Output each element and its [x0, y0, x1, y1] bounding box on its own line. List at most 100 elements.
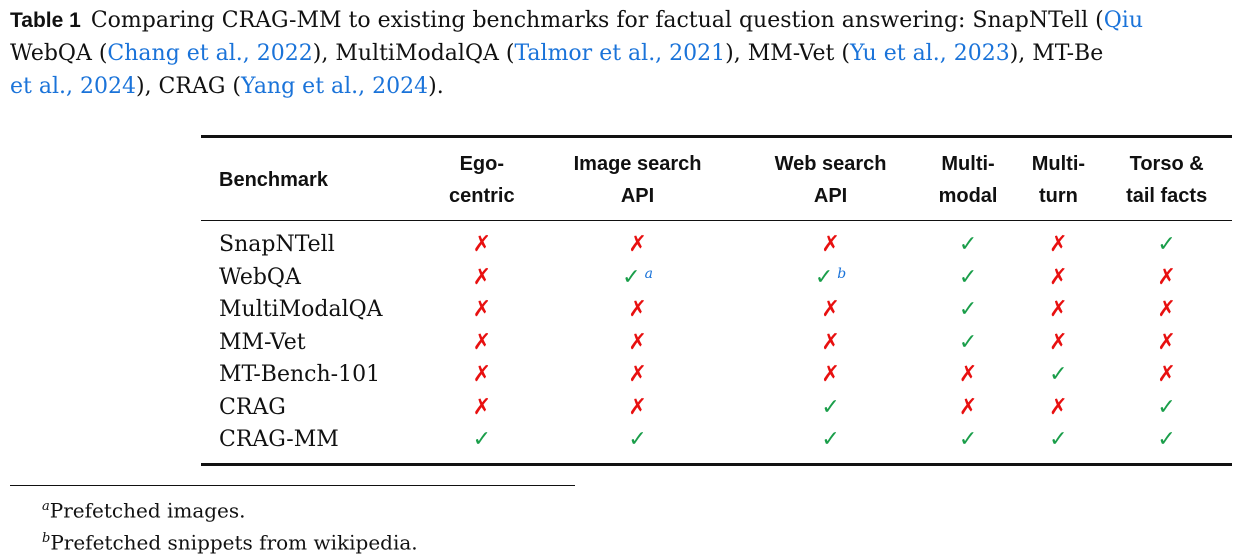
- table-body: SnapNTell ✗ ✗ ✗ ✓ ✗ ✓ WebQA ✗ ✓ a ✓ b ✓ ✗ ✗ MultiModalQA…: [201, 221, 1232, 466]
- feature-cell: ✓ b: [740, 262, 920, 295]
- citation-link[interactable]: Yang et al., 2024: [241, 74, 429, 99]
- cross-icon: ✗: [472, 232, 492, 257]
- checkmark-icon: ✓: [622, 264, 641, 290]
- caption-text: ), MM-Vet (: [725, 41, 850, 66]
- feature-cell: ✗: [1015, 262, 1101, 295]
- footnote-reference[interactable]: b: [837, 265, 847, 282]
- cross-icon: ✗: [1049, 232, 1068, 257]
- feature-cell: ✗: [1101, 359, 1232, 392]
- caption-line-3: et al., 2024), CRAG (Yang et al., 2024).: [10, 70, 1255, 103]
- feature-cell: ✗: [1101, 262, 1232, 295]
- benchmark-name: MultiModalQA: [219, 297, 383, 322]
- table-row: WebQA ✗ ✓ a ✓ b ✓ ✗ ✗: [201, 262, 1232, 295]
- cross-icon: ✗: [821, 297, 840, 322]
- feature-cell: ✓: [1015, 359, 1101, 392]
- feature-cell: ✗: [429, 262, 535, 295]
- feature-cell: ✗: [1015, 221, 1101, 262]
- feature-cell: ✓: [920, 424, 1016, 466]
- column-header-line: Ego-: [459, 153, 505, 175]
- cross-icon: ✗: [821, 329, 840, 355]
- feature-cell: ✓: [1101, 221, 1232, 262]
- feature-cell: ✓: [1015, 424, 1102, 466]
- citation-link[interactable]: Yu et al., 2023: [849, 41, 1010, 66]
- checkmark-icon: ✓: [1157, 427, 1176, 452]
- cross-icon: ✗: [1049, 264, 1068, 290]
- feature-cell: ✓: [740, 392, 920, 425]
- cross-icon: ✗: [472, 394, 492, 420]
- table-row: SnapNTell ✗ ✗ ✗ ✓ ✗ ✓: [201, 221, 1232, 262]
- column-header: Benchmark: [201, 135, 429, 221]
- cross-icon: ✗: [1049, 394, 1068, 420]
- feature-cell: ✗: [740, 327, 920, 360]
- footnote-mark: a: [42, 499, 50, 514]
- feature-cell: ✗: [429, 327, 535, 360]
- checkmark-icon: ✓: [958, 297, 978, 322]
- citation-link[interactable]: Talmor et al., 2021: [514, 41, 726, 66]
- checkmark-icon: ✓: [958, 232, 978, 257]
- column-header-line: Multi-: [941, 153, 995, 175]
- footnote-mark: b: [42, 530, 51, 546]
- column-header: Multi-modal: [920, 135, 1016, 221]
- cross-icon: ✗: [1049, 297, 1068, 322]
- column-header-line: turn: [1038, 185, 1078, 207]
- cross-icon: ✗: [1049, 329, 1068, 355]
- checkmark-icon: ✓: [814, 264, 834, 290]
- checkmark-icon: ✓: [958, 427, 978, 452]
- footnote-reference[interactable]: a: [644, 265, 653, 282]
- feature-cell: ✓: [1101, 392, 1232, 425]
- feature-cell: ✓: [534, 424, 741, 466]
- cross-icon: ✗: [472, 329, 492, 355]
- citation-link[interactable]: Chang et al., 2022: [107, 41, 313, 66]
- footnote-b: bPrefetched snippets from wikipedia.: [42, 525, 418, 557]
- feature-cell: ✗: [535, 327, 741, 360]
- checkmark-icon: ✓: [628, 427, 647, 452]
- feature-cell: ✗: [535, 359, 741, 392]
- cross-icon: ✗: [1157, 297, 1176, 322]
- column-header-line: Image search: [573, 153, 702, 175]
- table-row: MM-Vet ✗ ✗ ✗ ✓ ✗ ✗: [201, 327, 1232, 360]
- feature-cell: ✓ a: [535, 262, 741, 295]
- column-header-line: Torso &: [1129, 153, 1204, 175]
- caption-text: ), MultiModalQA (: [312, 41, 515, 66]
- cross-icon: ✗: [628, 329, 647, 355]
- cross-icon: ✗: [958, 394, 978, 420]
- checkmark-icon: ✓: [821, 394, 840, 420]
- column-header: Torso & tail facts: [1101, 135, 1232, 221]
- benchmark-comparison-table: Benchmark Ego-centric Image search API Web s…: [201, 135, 1232, 466]
- benchmark-name: SnapNTell: [219, 232, 335, 257]
- feature-cell: ✗: [921, 392, 1016, 425]
- column-header-line: modal: [938, 185, 998, 207]
- feature-cell: ✗: [535, 294, 741, 327]
- checkmark-icon: ✓: [1049, 362, 1068, 387]
- caption-text: ).: [428, 74, 444, 99]
- table-label: Table 1: [10, 9, 81, 32]
- table-caption: Table 1 Comparing CRAG-MM to existing ben…: [10, 4, 1255, 103]
- feature-cell: ✗: [535, 392, 741, 425]
- citation-link[interactable]: Qiu: [1103, 8, 1144, 33]
- column-header: Ego-centric: [429, 135, 535, 221]
- benchmark-name: CRAG: [219, 394, 286, 420]
- column-header-line: Multi-: [1031, 153, 1086, 175]
- citation-link[interactable]: et al., 2024: [10, 74, 136, 99]
- footnote-text: Prefetched snippets from wikipedia.: [50, 530, 418, 555]
- column-header: Web search API: [740, 135, 921, 221]
- column-header-line: API: [620, 185, 655, 207]
- caption-text: WebQA (: [10, 41, 108, 66]
- cross-icon: ✗: [1157, 264, 1176, 290]
- checkmark-icon: ✓: [958, 264, 978, 290]
- table-row: MultiModalQA ✗ ✗ ✗ ✓ ✗ ✗: [201, 294, 1232, 327]
- column-header: Image search API: [534, 135, 741, 221]
- feature-cell: ✗: [429, 392, 535, 425]
- caption-line-2: WebQA (Chang et al., 2022), MultiModalQA…: [10, 37, 1255, 70]
- feature-cell: ✗: [1101, 294, 1232, 327]
- cross-icon: ✗: [1157, 329, 1176, 355]
- footnote-divider: [10, 485, 575, 486]
- column-header: Multi-turn: [1015, 135, 1102, 221]
- feature-cell: ✗: [1015, 327, 1101, 360]
- feature-cell: ✗: [740, 359, 920, 392]
- column-header-line: tail facts: [1126, 185, 1208, 207]
- checkmark-icon: ✓: [1157, 232, 1176, 257]
- cross-icon: ✗: [628, 232, 647, 257]
- feature-cell: ✓: [921, 294, 1016, 327]
- column-header-line: API: [813, 185, 848, 207]
